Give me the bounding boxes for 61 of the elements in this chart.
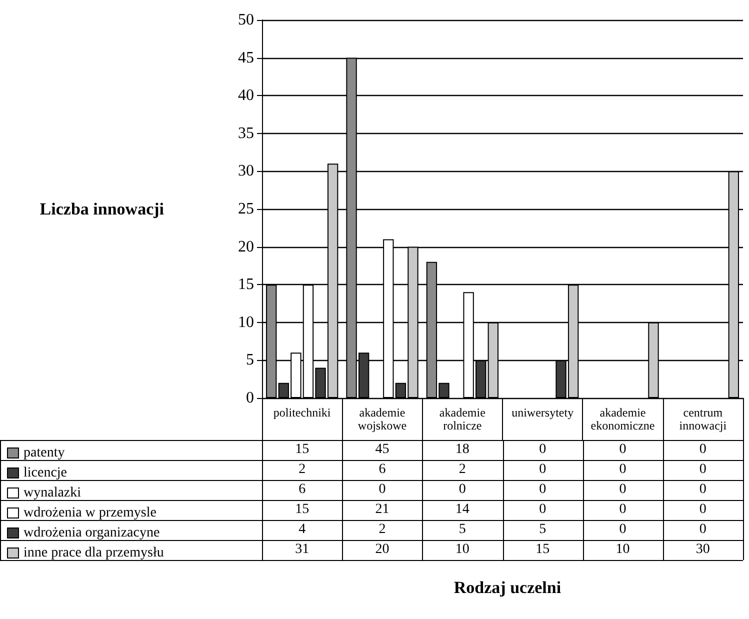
data-label: 0 <box>698 481 708 499</box>
data-label: 2 <box>378 521 387 539</box>
data-label: 5 <box>458 521 467 539</box>
y-tick-label: 0 <box>246 390 254 406</box>
y-tick-label: 20 <box>238 238 254 256</box>
data-label: 0 <box>538 501 548 519</box>
data-label: 0 <box>538 441 548 459</box>
data-label: 0 <box>538 461 548 479</box>
data-label: 14 <box>454 501 470 519</box>
x-tick-label: akademie rolnicze <box>439 406 486 432</box>
data-label: 10 <box>454 541 470 559</box>
x-tick-label: centrum innowacji <box>679 406 728 432</box>
data-label: 0 <box>618 481 628 499</box>
y-tick-label: 25 <box>238 200 254 218</box>
legend-label: wdrożenia organizacyne <box>24 526 160 540</box>
data-label: 21 <box>374 501 390 519</box>
y-tick-label: 15 <box>238 276 254 294</box>
legend-label: licencje <box>24 466 68 480</box>
data-label: 4 <box>298 521 307 539</box>
y-tick-label: 35 <box>238 124 254 142</box>
y-tick-label: 30 <box>238 162 254 180</box>
data-label: 0 <box>618 441 628 459</box>
data-label: 0 <box>698 441 708 459</box>
data-label: 10 <box>614 541 631 559</box>
data-label: 0 <box>538 481 548 499</box>
data-label: 0 <box>618 521 628 539</box>
x-tick-label: politechniki <box>273 406 332 420</box>
data-label: 0 <box>698 461 708 479</box>
y-tick-label: 50 <box>238 12 254 28</box>
y-tick-label: 10 <box>238 314 254 331</box>
y-tick-label: 40 <box>238 87 254 104</box>
data-label: 6 <box>378 461 387 479</box>
data-label: 5 <box>538 521 548 539</box>
x-tick-label: akademie wojskowe <box>358 406 407 432</box>
data-label: 0 <box>698 521 708 539</box>
x-tick-label: uniwersytety <box>512 406 574 420</box>
data-label: 15 <box>534 541 551 559</box>
data-label: 20 <box>374 541 390 559</box>
legend-label: wdrożenia w przemysle <box>24 506 156 520</box>
legend-label: patenty <box>24 446 65 460</box>
data-label: 2 <box>458 461 467 479</box>
data-label: 6 <box>298 481 307 499</box>
y-tick-label: 5 <box>246 352 254 369</box>
data-label: 15 <box>294 441 310 459</box>
data-label: 45 <box>374 441 390 459</box>
legend-label: inne prace dla przemysłu <box>24 546 164 560</box>
data-label: 30 <box>694 541 711 559</box>
data-label: 0 <box>618 461 628 479</box>
x-tick-label: akademie ekonomiczne <box>590 406 655 432</box>
y-tick-label: 45 <box>238 49 254 66</box>
data-label: 18 <box>454 441 470 459</box>
legend-label: wynalazki <box>24 486 82 500</box>
data-label: 0 <box>458 481 467 499</box>
data-label: 0 <box>378 481 387 499</box>
text: Rodzaj uczelni <box>454 578 562 597</box>
data-label: 15 <box>294 501 310 519</box>
data-label: 0 <box>698 501 708 519</box>
data-label: 0 <box>618 501 628 519</box>
y-axis-title: Liczba innowacji <box>40 200 164 218</box>
data-label: 2 <box>298 461 307 479</box>
data-label: 31 <box>294 541 310 559</box>
